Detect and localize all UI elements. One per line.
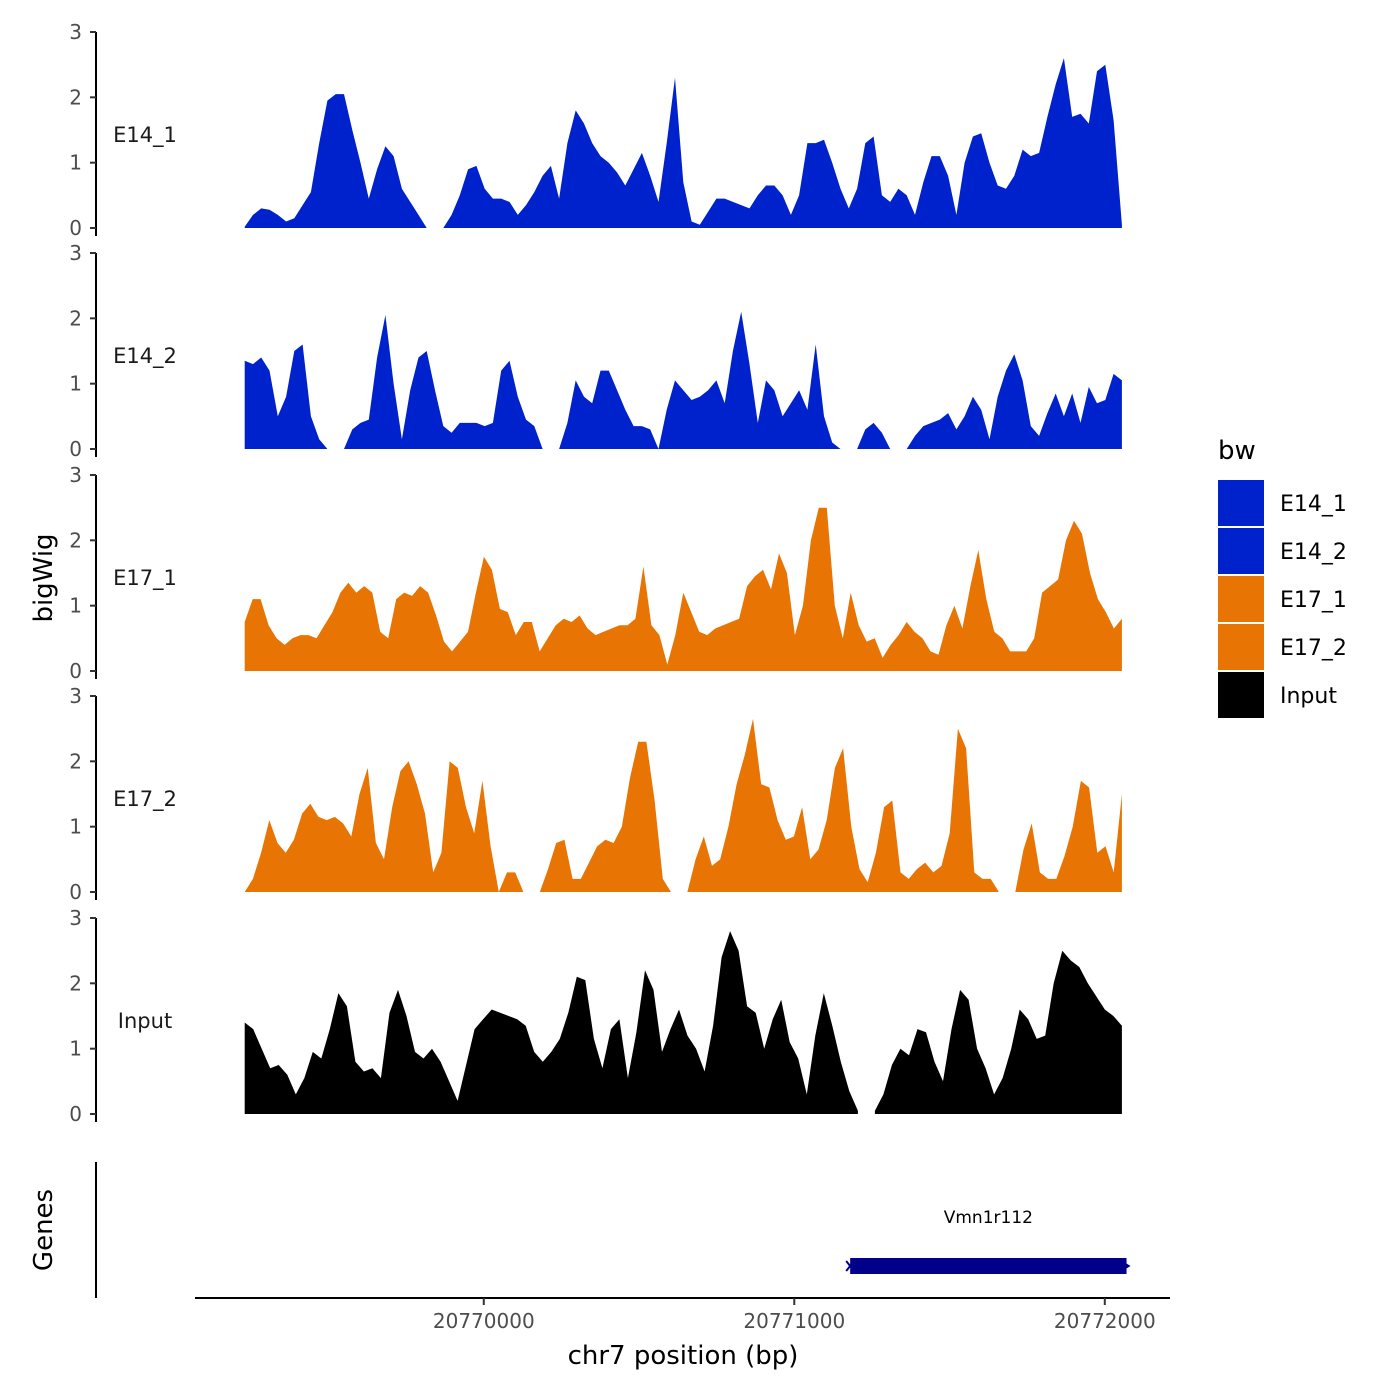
track-e17-2: 0 1 2 3 E17_2	[69, 684, 1122, 904]
track-e14-2: 0 1 2 3 E14_2	[69, 241, 1122, 461]
track-label-e14-2: E14_2	[113, 344, 177, 369]
track-panels: 0 1 2 3 E14_1 0 1 2 3 E14_2 0 1 2 3 E17_1 0 1 2 3 E17_2 0 1 2 3…	[69, 20, 1122, 1126]
legend-label: E14_1	[1280, 492, 1347, 517]
y-tick-label: 3	[69, 684, 82, 708]
area-e14-1	[244, 94, 427, 228]
y-tick-label: 0	[69, 1102, 82, 1126]
y-tick-label: 1	[69, 372, 82, 396]
track-label-e17-2: E17_2	[113, 787, 177, 812]
y-tick-label: 1	[69, 1037, 82, 1061]
y-tick-label: 2	[69, 971, 82, 995]
y-axis-title: bigWig	[29, 533, 59, 622]
y-tick-label: 1	[69, 594, 82, 618]
area-e14-2	[244, 344, 328, 449]
gene-body	[850, 1258, 1127, 1274]
legend-entry-input: Input	[1218, 672, 1337, 718]
area-input	[874, 950, 1122, 1114]
y-tick-label: 2	[69, 528, 82, 552]
legend-label: Input	[1280, 684, 1337, 709]
gene-label: Vmn1r112	[944, 1208, 1033, 1228]
track-label-e14-1: E14_1	[113, 123, 177, 148]
x-tick-label: 20771000	[743, 1309, 845, 1333]
y-tick-label: 2	[69, 306, 82, 330]
area-e17-2	[244, 761, 524, 892]
legend-swatch	[1218, 672, 1264, 718]
legend-swatch	[1218, 528, 1264, 574]
x-tick-label: 20772000	[1054, 1309, 1156, 1333]
legend: bw E14_1 E14_2 E17_1 E17_2 Input	[1218, 436, 1347, 718]
legend-entry-e14-1: E14_1	[1218, 480, 1347, 526]
genes-axis-title: Genes	[29, 1189, 59, 1271]
y-tick-label: 0	[69, 880, 82, 904]
legend-swatch	[1218, 624, 1264, 670]
area-e17-2	[687, 718, 999, 892]
track-label-e17-1: E17_1	[113, 566, 177, 591]
legend-label: E17_1	[1280, 588, 1347, 613]
legend-swatch	[1218, 480, 1264, 526]
track-e17-1: 0 1 2 3 E17_1	[69, 463, 1122, 683]
y-tick-label: 1	[69, 815, 82, 839]
y-tick-label: 0	[69, 437, 82, 461]
y-tick-label: 2	[69, 749, 82, 773]
legend-entry-e17-1: E17_1	[1218, 576, 1347, 622]
legend-entry-e17-2: E17_2	[1218, 624, 1347, 670]
area-e17-1	[244, 507, 1122, 671]
area-e14-2	[559, 311, 841, 449]
y-tick-label: 2	[69, 85, 82, 109]
legend-swatch	[1218, 576, 1264, 622]
y-tick-label: 1	[69, 151, 82, 175]
x-axis-title: chr7 position (bp)	[568, 1341, 799, 1371]
area-e17-2	[539, 741, 671, 892]
genes-track: Vmn1r112	[95, 1162, 1131, 1298]
y-tick-label: 3	[69, 241, 82, 265]
x-tick-label: 20770000	[433, 1309, 535, 1333]
area-e14-2	[906, 354, 1122, 449]
area-input	[244, 931, 858, 1114]
x-axis: 20770000 20771000 20772000	[195, 1297, 1170, 1333]
legend-title: bw	[1218, 436, 1256, 466]
gene-vmn1r112: Vmn1r112	[845, 1208, 1131, 1274]
y-tick-label: 0	[69, 659, 82, 683]
y-tick-label: 3	[69, 463, 82, 487]
track-label-input: Input	[118, 1009, 172, 1033]
track-e14-1: 0 1 2 3 E14_1	[69, 20, 1122, 240]
area-e14-2	[344, 315, 543, 449]
y-tick-label: 3	[69, 20, 82, 44]
track-input: 0 1 2 3 Input	[69, 906, 1122, 1126]
area-e14-2	[857, 422, 891, 449]
area-e17-2	[1015, 780, 1122, 892]
legend-label: E14_2	[1280, 540, 1347, 565]
area-e14-1	[443, 58, 1122, 228]
gene-strand-arrow	[1122, 1261, 1131, 1271]
legend-label: E17_2	[1280, 636, 1347, 661]
gene-start-marker	[845, 1260, 855, 1272]
y-tick-label: 0	[69, 216, 82, 240]
legend-entry-e14-2: E14_2	[1218, 528, 1347, 574]
y-tick-label: 3	[69, 906, 82, 930]
